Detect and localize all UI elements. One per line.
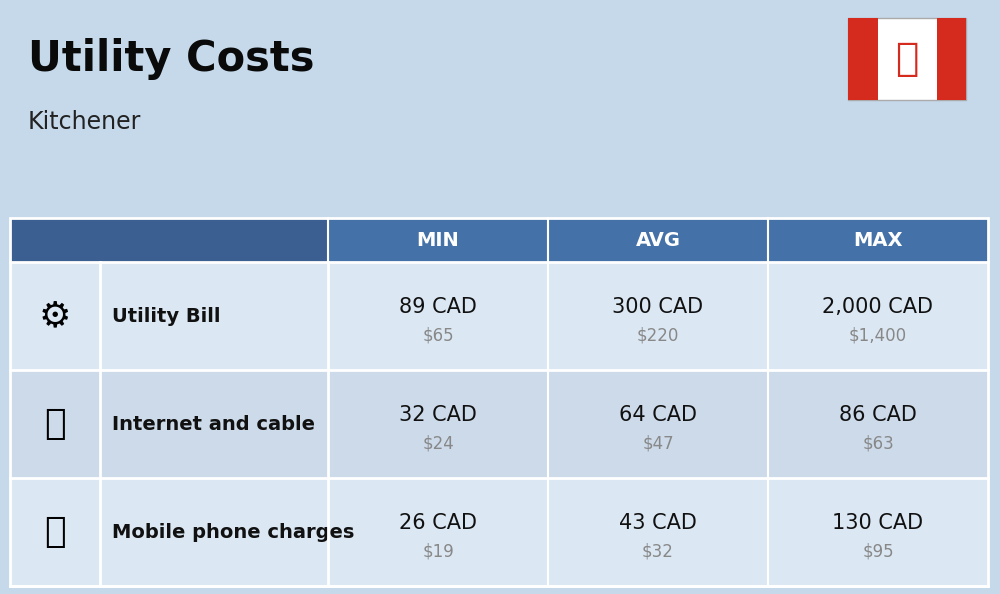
Bar: [936, 18, 966, 100]
Bar: [328, 218, 548, 262]
Text: 43 CAD: 43 CAD: [619, 513, 697, 533]
Bar: [548, 218, 768, 262]
Bar: [848, 18, 878, 100]
Bar: [10, 218, 988, 262]
Text: 2,000 CAD: 2,000 CAD: [822, 298, 934, 317]
Bar: [10, 262, 988, 370]
Text: $95: $95: [862, 542, 894, 561]
Text: $19: $19: [422, 542, 454, 561]
Text: $47: $47: [642, 434, 674, 453]
Bar: [10, 370, 988, 478]
Text: MAX: MAX: [853, 230, 903, 249]
Bar: [848, 18, 966, 100]
Text: Utility Costs: Utility Costs: [28, 38, 314, 80]
Bar: [100, 218, 328, 262]
Text: 📱: 📱: [44, 515, 66, 549]
Text: 🍁: 🍁: [895, 40, 919, 78]
Text: 📶: 📶: [44, 407, 66, 441]
Bar: [768, 218, 988, 262]
Text: ⚙️: ⚙️: [39, 299, 71, 333]
Text: 89 CAD: 89 CAD: [399, 298, 477, 317]
Text: 26 CAD: 26 CAD: [399, 513, 477, 533]
Text: 86 CAD: 86 CAD: [839, 405, 917, 425]
Text: 300 CAD: 300 CAD: [612, 298, 704, 317]
Text: $65: $65: [422, 327, 454, 345]
Text: 64 CAD: 64 CAD: [619, 405, 697, 425]
Text: $63: $63: [862, 434, 894, 453]
Text: Utility Bill: Utility Bill: [112, 307, 220, 326]
Text: $24: $24: [422, 434, 454, 453]
Text: MIN: MIN: [417, 230, 459, 249]
Text: 130 CAD: 130 CAD: [832, 513, 924, 533]
Text: AVG: AVG: [636, 230, 680, 249]
Bar: [10, 218, 100, 262]
Text: Internet and cable: Internet and cable: [112, 415, 315, 434]
Text: Kitchener: Kitchener: [28, 110, 141, 134]
Text: 32 CAD: 32 CAD: [399, 405, 477, 425]
Text: Mobile phone charges: Mobile phone charges: [112, 523, 354, 542]
Text: $220: $220: [637, 327, 679, 345]
Text: $1,400: $1,400: [849, 327, 907, 345]
Bar: [10, 218, 988, 586]
Text: $32: $32: [642, 542, 674, 561]
Bar: [10, 478, 988, 586]
